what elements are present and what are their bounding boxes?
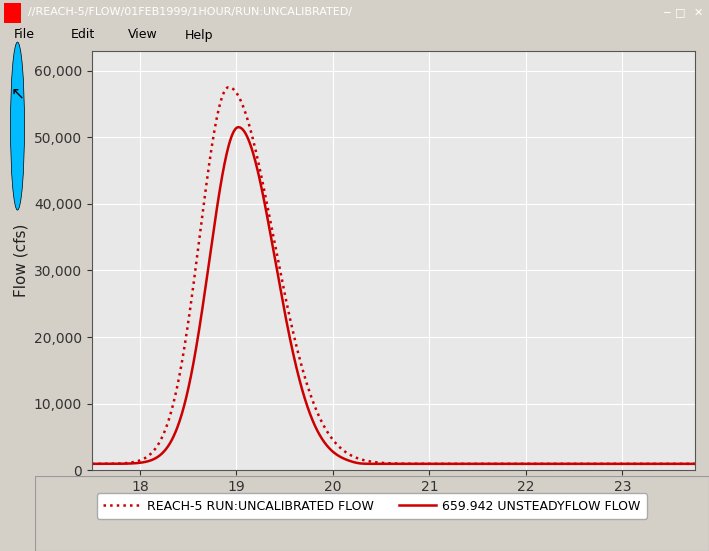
Text: Edit: Edit [71, 29, 95, 41]
Text: File: File [14, 29, 35, 41]
Circle shape [11, 42, 25, 210]
Text: ↖: ↖ [11, 84, 24, 102]
Y-axis label: Flow (cfs): Flow (cfs) [13, 224, 28, 297]
Bar [4, 3, 21, 23]
Text: //REACH-5/FLOW/01FEB1999/1HOUR/RUN:UNCALIBRATED/: //REACH-5/FLOW/01FEB1999/1HOUR/RUN:UNCAL… [28, 8, 352, 18]
Text: View: View [128, 29, 157, 41]
Text: Help: Help [184, 29, 213, 41]
Legend: REACH-5 RUN:UNCALIBRATED FLOW, 659.942 UNSTEADYFLOW FLOW: REACH-5 RUN:UNCALIBRATED FLOW, 659.942 U… [97, 493, 647, 518]
X-axis label: Feb1999: Feb1999 [360, 497, 426, 512]
Text: □: □ [676, 8, 686, 18]
Text: ─: ─ [663, 8, 670, 18]
Text: ✕: ✕ [693, 8, 703, 18]
